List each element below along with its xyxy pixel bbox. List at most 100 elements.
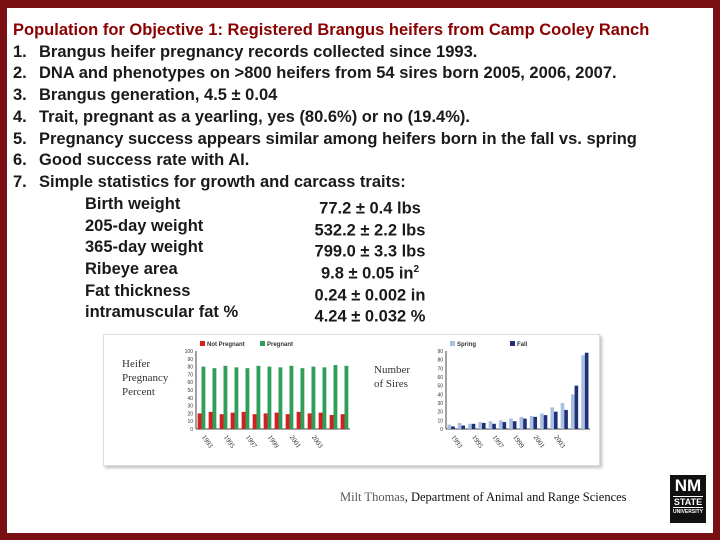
bar: [278, 367, 283, 429]
right-ylabel: Number of Sires: [374, 363, 410, 391]
bar: [560, 403, 565, 429]
item-text: Trait, pregnant as a yearling, yes (80.6…: [39, 107, 470, 126]
y-tick-label: 50: [187, 388, 193, 394]
x-tick-label: 2003: [552, 434, 567, 450]
bar: [212, 368, 217, 429]
bar: [230, 412, 235, 429]
stat-value: 0.24 ± 0.002 in: [285, 281, 455, 307]
item-number: 1.: [13, 42, 27, 61]
y-tick-label: 30: [187, 404, 193, 410]
bar: [300, 368, 305, 429]
x-tick-label: 1993: [200, 434, 215, 450]
bar: [554, 411, 558, 429]
item-text: Simple statistics for growth and carcass…: [39, 172, 406, 191]
bar: [252, 414, 257, 429]
list-item: 2. DNA and phenotypes on >800 heifers fro…: [13, 63, 649, 85]
item-text: DNA and phenotypes on >800 heifers from …: [39, 64, 617, 83]
item-text: Good success rate with AI.: [39, 151, 250, 170]
y-tick-label: 100: [185, 349, 194, 355]
stat-value-text: 4.24 ± 0.032 %: [314, 307, 426, 326]
logo-line: NM: [674, 476, 702, 495]
bar: [307, 413, 312, 429]
item-number: 3.: [13, 86, 27, 105]
footer-credit: Milt Thomas, Department of Animal and Ra…: [340, 490, 627, 505]
y-tick-label: 0: [190, 427, 193, 433]
slide-heading: Population for Objective 1: Registered B…: [13, 21, 650, 39]
left-ylabel-line: Percent: [122, 386, 155, 398]
stat-label: intramuscular fat %: [85, 303, 239, 322]
y-tick-label: 70: [187, 372, 193, 378]
stat-value-text: 0.24 ± 0.002 in: [314, 286, 426, 305]
stat-value-sup: 2: [413, 264, 420, 276]
bar: [564, 409, 568, 429]
bar: [344, 365, 349, 429]
y-tick-label: 70: [437, 366, 443, 372]
item-text: Brangus heifer pregnancy records collect…: [39, 42, 478, 61]
bar: [529, 416, 534, 429]
left-ylabel-line: Heifer: [122, 358, 151, 370]
y-tick-label: 50: [437, 384, 443, 390]
list-item: 3. Brangus generation, 4.5 ± 0.04: [13, 85, 649, 107]
stat-label: 205-day weight: [85, 216, 204, 235]
bar: [241, 411, 246, 429]
y-tick-label: 90: [187, 357, 193, 363]
bar: [263, 413, 268, 429]
bar: [201, 366, 206, 429]
bar: [492, 423, 496, 429]
stat-value: 799.0 ± 3.3 lbs: [285, 237, 455, 263]
bar: [208, 411, 213, 429]
bar: [223, 365, 228, 429]
bar: [329, 414, 334, 429]
y-tick-label: 60: [437, 375, 443, 381]
bar: [509, 418, 513, 429]
bar: [574, 385, 579, 429]
item-number: 6.: [13, 151, 27, 170]
x-tick-label: 1993: [450, 434, 465, 450]
stat-value-text: 799.0 ± 3.3 lbs: [314, 242, 426, 261]
bar: [340, 414, 345, 429]
left-ylabel: Heifer Pregnancy Percent: [122, 357, 168, 399]
bar: [311, 366, 316, 429]
x-tick-label: 2001: [532, 434, 547, 450]
bar: [478, 422, 482, 429]
footer-dept: , Department of Animal and Range Science…: [404, 490, 627, 504]
stat-label: 365-day weight: [85, 238, 204, 257]
y-tick-label: 80: [437, 358, 443, 364]
item-number: 5.: [13, 129, 27, 148]
legend-label: Not Pregnant: [207, 342, 245, 348]
legend-label: Pregnant: [267, 342, 293, 348]
legend-swatch: [450, 341, 455, 346]
bar: [322, 367, 327, 429]
x-tick-label: 1999: [511, 434, 526, 450]
footer-author: Milt Thomas: [340, 490, 405, 504]
bar: [318, 412, 323, 429]
item-text: Pregnancy success appears similar among …: [39, 129, 637, 148]
y-tick-label: 40: [437, 392, 443, 398]
bar: [234, 367, 239, 429]
list-item: 6. Good success rate with AI.: [13, 150, 649, 172]
y-tick-label: 10: [187, 419, 193, 425]
y-tick-label: 80: [187, 365, 193, 371]
stat-label: Ribeye area: [85, 260, 178, 279]
bar: [488, 421, 493, 429]
y-tick-label: 40: [187, 396, 193, 402]
y-tick-label: 0: [440, 427, 443, 433]
x-tick-label: 2001: [288, 434, 303, 450]
bar: [461, 425, 466, 429]
bar: [533, 416, 538, 429]
y-tick-label: 20: [437, 410, 443, 416]
bar: [447, 424, 452, 429]
y-tick-label: 90: [437, 349, 443, 355]
logo-line: UNIVERSITY: [672, 509, 703, 515]
y-tick-label: 20: [187, 411, 193, 417]
bar: [296, 411, 301, 429]
bar: [482, 422, 486, 429]
bar: [523, 418, 527, 429]
item-text: Brangus generation, 4.5 ± 0.04: [39, 86, 278, 105]
stat-label: Birth weight: [85, 195, 181, 213]
x-tick-label: 1997: [491, 434, 506, 450]
bar: [512, 421, 517, 429]
bar: [245, 368, 250, 429]
sires-chart: 0 10 20 30 40 50 60 70 80 90 Spring Fall 1993 1995 199…: [437, 341, 590, 450]
y-tick-label: 60: [187, 380, 193, 386]
